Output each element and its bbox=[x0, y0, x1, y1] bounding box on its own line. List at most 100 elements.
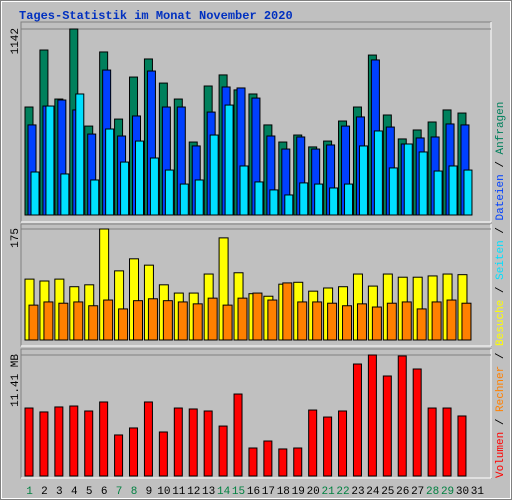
x-tick-label: 29 bbox=[441, 486, 454, 498]
x-tick-label: 20 bbox=[307, 486, 320, 498]
x-tick-label: 7 bbox=[116, 486, 123, 498]
bar bbox=[54, 406, 64, 477]
x-tick-label: 2 bbox=[41, 486, 48, 498]
y-tick-label: 11.41 MB bbox=[10, 354, 22, 407]
bar bbox=[284, 194, 294, 216]
legend-separator: / bbox=[495, 346, 507, 366]
bar bbox=[312, 301, 323, 341]
bar bbox=[358, 145, 368, 216]
bar bbox=[463, 169, 473, 216]
bar bbox=[120, 161, 130, 216]
x-tick-label: 5 bbox=[86, 486, 93, 498]
bar bbox=[158, 431, 168, 477]
bar bbox=[103, 299, 114, 341]
bar bbox=[203, 410, 213, 477]
chart-title: Tages-Statistik im Monat November 2020 bbox=[19, 9, 293, 23]
x-tick-label: 31 bbox=[471, 486, 485, 498]
legend-separator: / bbox=[495, 154, 507, 174]
bar bbox=[237, 297, 248, 341]
bar bbox=[433, 170, 443, 216]
bar bbox=[222, 304, 233, 341]
bar bbox=[192, 303, 203, 341]
bar bbox=[403, 143, 413, 216]
bar bbox=[75, 93, 85, 216]
bar bbox=[58, 302, 69, 341]
bar bbox=[382, 375, 392, 477]
bar bbox=[135, 140, 145, 216]
x-tick-label: 28 bbox=[426, 486, 439, 498]
bar bbox=[45, 105, 55, 216]
bar bbox=[188, 408, 198, 477]
bar bbox=[397, 355, 407, 477]
x-tick-label: 1 bbox=[26, 486, 33, 498]
bar bbox=[99, 401, 109, 477]
bar bbox=[39, 411, 49, 477]
bar bbox=[293, 447, 303, 477]
x-tick-label: 21 bbox=[321, 486, 335, 498]
bar bbox=[282, 282, 293, 341]
x-tick-label: 13 bbox=[202, 486, 215, 498]
bar bbox=[209, 134, 219, 216]
bar bbox=[342, 305, 353, 341]
legend-entry: Volumen bbox=[495, 432, 507, 478]
bar bbox=[118, 308, 129, 341]
bar bbox=[252, 292, 263, 341]
bar bbox=[461, 302, 472, 341]
bar bbox=[442, 407, 452, 477]
x-tick-label: 16 bbox=[247, 486, 260, 498]
bar bbox=[388, 167, 398, 216]
bar bbox=[308, 409, 318, 477]
bar bbox=[143, 401, 153, 477]
bar bbox=[218, 425, 228, 477]
legend-separator: / bbox=[495, 280, 507, 300]
bar bbox=[263, 440, 273, 477]
x-tick-label: 8 bbox=[131, 486, 138, 498]
bar bbox=[412, 368, 422, 477]
x-tick-label: 27 bbox=[411, 486, 424, 498]
bar bbox=[269, 189, 279, 216]
bar bbox=[386, 302, 397, 341]
bar bbox=[416, 308, 427, 341]
bar bbox=[278, 448, 288, 477]
legend-entry: Seiten bbox=[495, 240, 507, 280]
bar bbox=[73, 301, 84, 341]
x-tick-label: 17 bbox=[262, 486, 275, 498]
x-tick-label: 22 bbox=[336, 486, 349, 498]
bar bbox=[224, 104, 234, 216]
x-tick-label: 18 bbox=[277, 486, 290, 498]
bar bbox=[401, 301, 412, 341]
legend-text: Volumen / Rechner / Besuche / Seiten / D… bbox=[495, 102, 507, 478]
bar bbox=[446, 299, 457, 341]
bar bbox=[371, 306, 382, 341]
x-tick-label: 23 bbox=[351, 486, 364, 498]
bar bbox=[147, 298, 158, 341]
bar bbox=[90, 179, 100, 216]
bar bbox=[105, 128, 115, 216]
bar bbox=[314, 183, 324, 216]
legend-entry: Rechner bbox=[495, 366, 507, 412]
bar bbox=[254, 181, 264, 216]
legend-entry: Besuche bbox=[495, 300, 507, 346]
bar bbox=[30, 171, 40, 216]
bar bbox=[267, 299, 278, 341]
x-tick-label: 30 bbox=[456, 486, 469, 498]
bar bbox=[173, 407, 183, 477]
x-tick-label: 11 bbox=[172, 486, 186, 498]
legend-entry: Dateien bbox=[495, 174, 507, 220]
bar bbox=[194, 179, 204, 216]
bar bbox=[129, 427, 139, 477]
bar bbox=[431, 301, 442, 341]
bar bbox=[88, 305, 99, 341]
x-tick-label: 3 bbox=[56, 486, 63, 498]
x-tick-label: 6 bbox=[101, 486, 108, 498]
bar bbox=[69, 405, 79, 477]
bar bbox=[338, 410, 348, 477]
bar bbox=[149, 157, 159, 216]
bar bbox=[239, 165, 249, 216]
bar bbox=[356, 303, 367, 341]
x-tick-label: 24 bbox=[366, 486, 380, 498]
y-tick-label: 175 bbox=[10, 228, 22, 248]
bar bbox=[327, 302, 338, 341]
bar bbox=[297, 301, 308, 341]
bar bbox=[329, 187, 339, 216]
